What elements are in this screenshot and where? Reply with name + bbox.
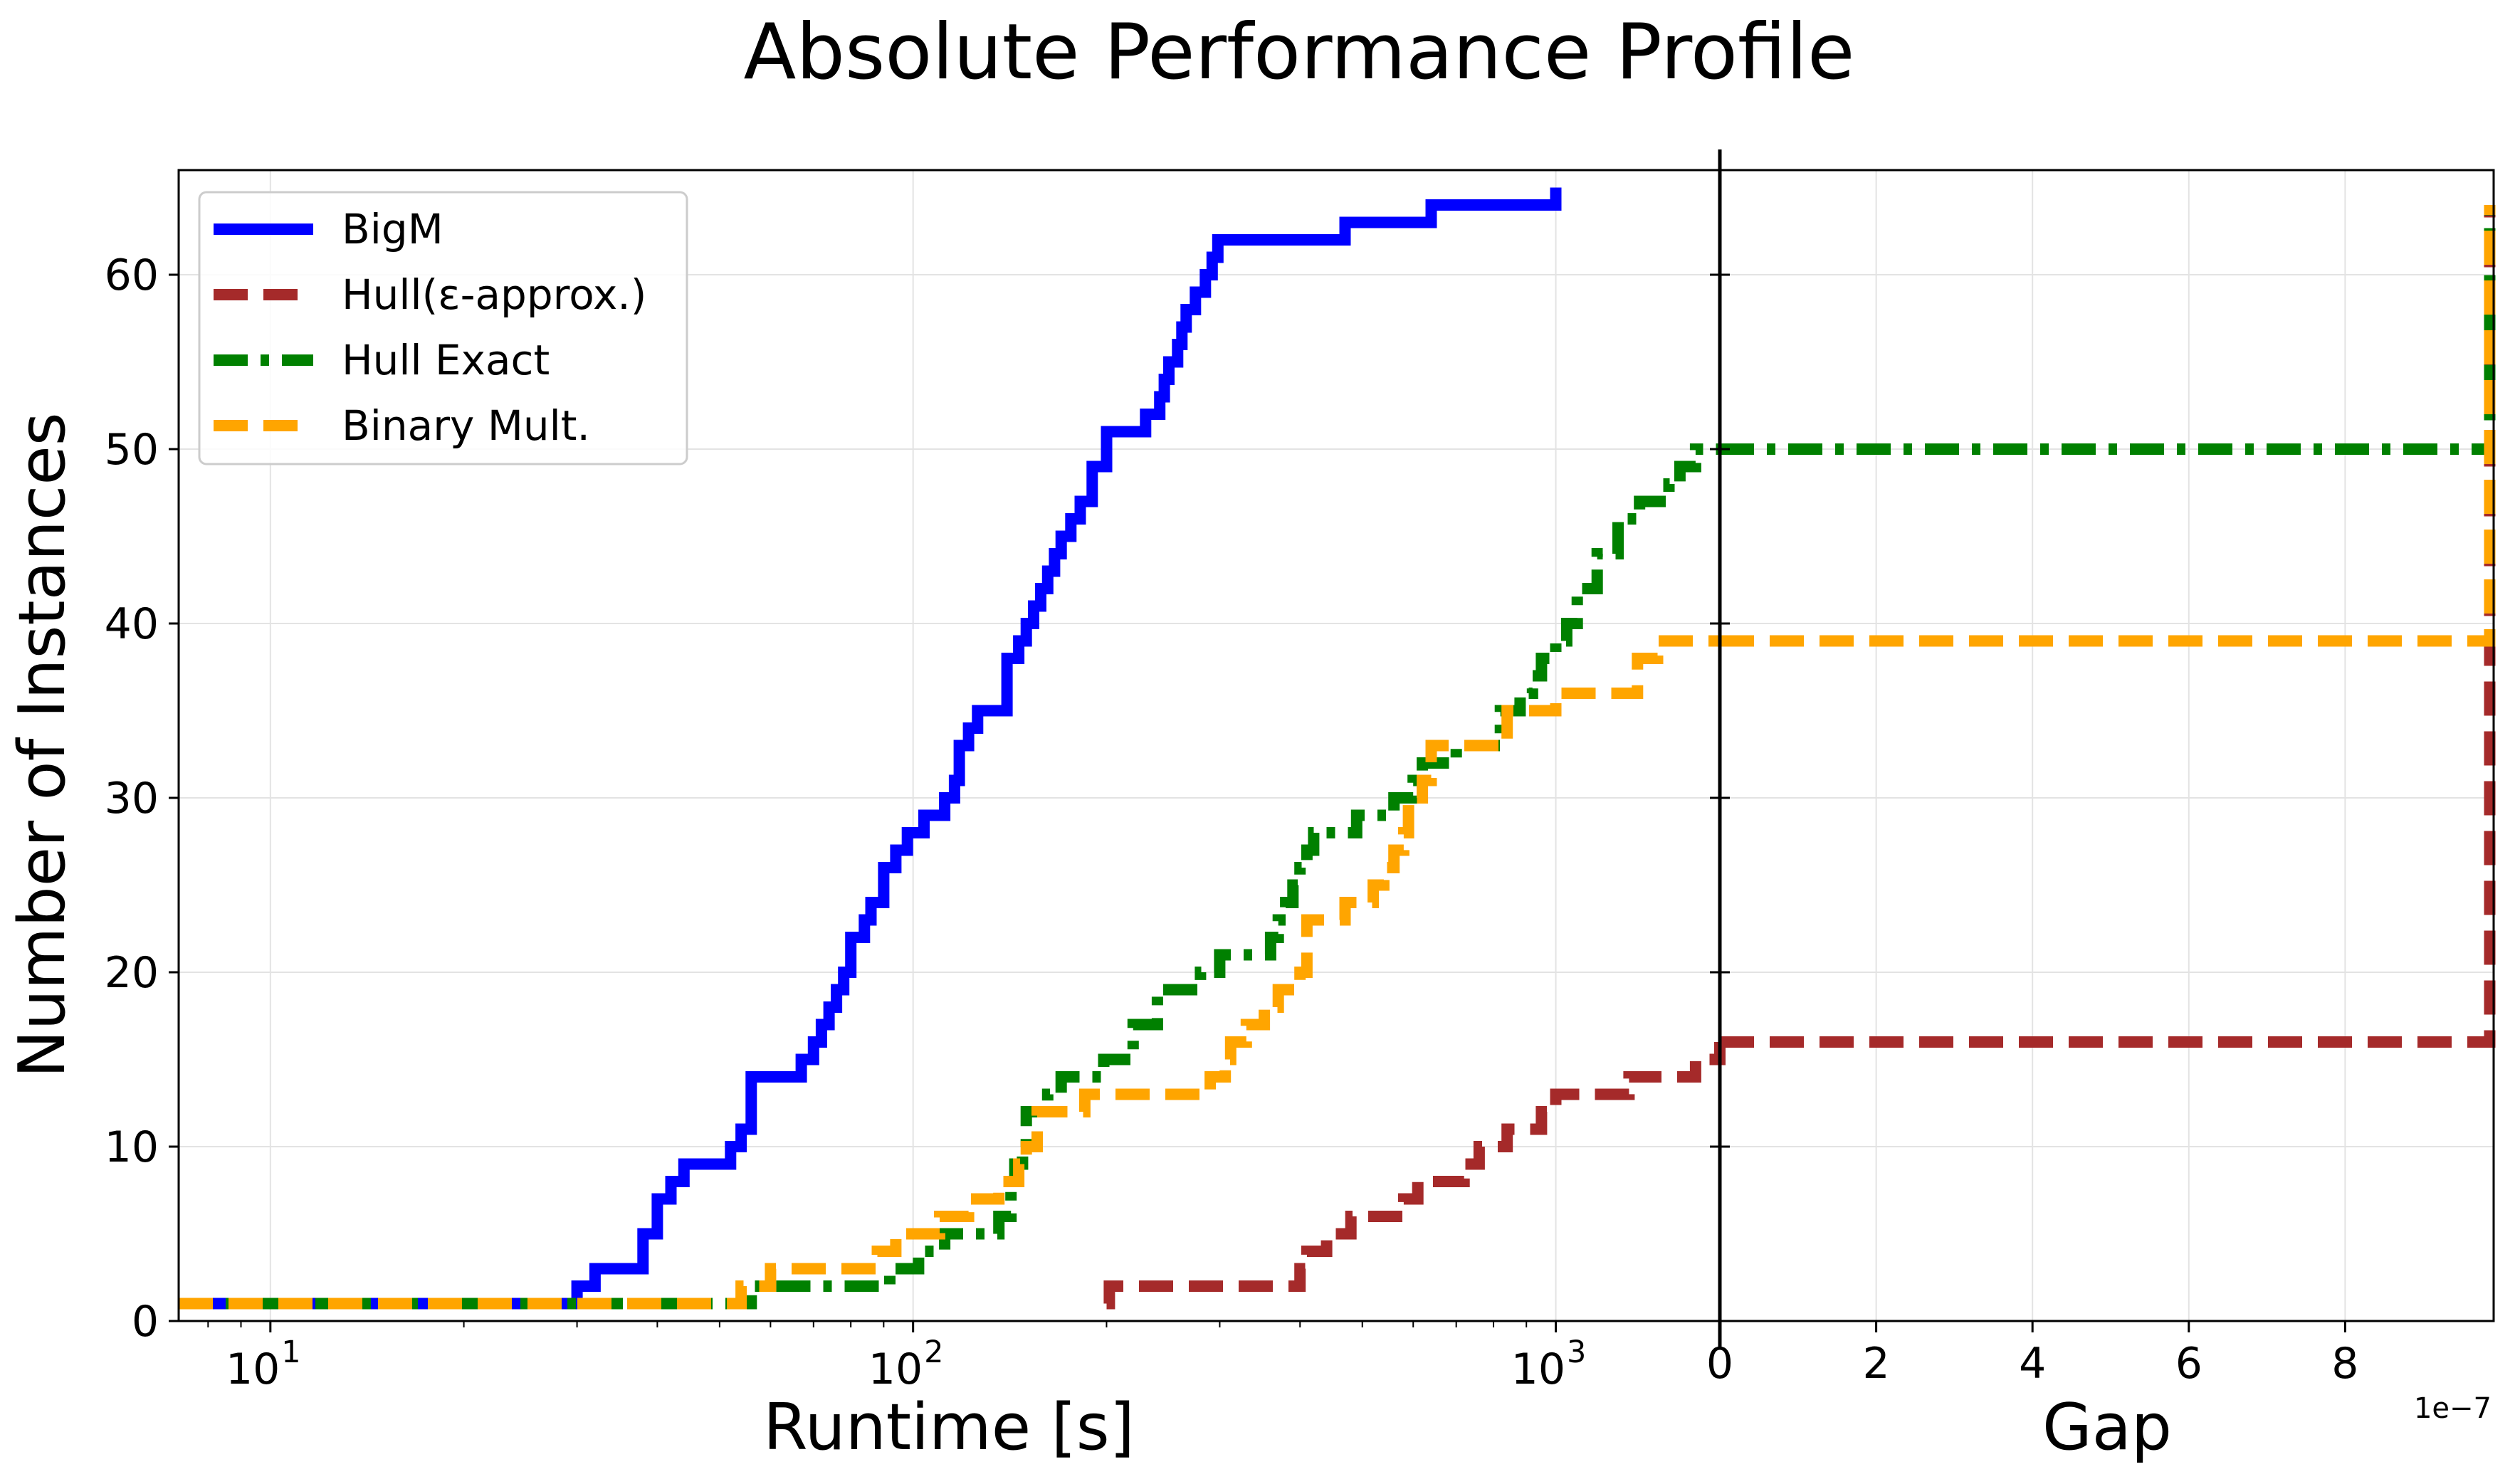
legend: BigM Hull(ε-approx.) Hull Exact Binary Mult… bbox=[198, 191, 688, 465]
y-tick-label: 40 bbox=[105, 599, 159, 649]
y-axis-label: Number of Instances bbox=[5, 412, 80, 1078]
x-tick-label: 2 bbox=[1863, 1339, 1890, 1389]
legend-label-hull-approx: Hull(ε-approx.) bbox=[342, 270, 646, 319]
legend-label-bigm: BigM bbox=[342, 205, 443, 253]
y-tick-label: 20 bbox=[105, 948, 159, 998]
y-tick-label: 60 bbox=[105, 251, 159, 300]
series-line-binary-mult bbox=[179, 635, 1720, 1310]
gap-series bbox=[1720, 205, 2496, 1048]
y-tick-label: 10 bbox=[105, 1122, 159, 1172]
runtime-x-axis-label: Runtime [s] bbox=[763, 1390, 1135, 1465]
legend-label-hull-exact: Hull Exact bbox=[342, 336, 550, 384]
series-line-hull-exact bbox=[179, 443, 1720, 1310]
x-tick-label: 4 bbox=[2019, 1339, 2046, 1389]
runtime-series bbox=[179, 187, 1726, 1310]
series-line-hull-approx bbox=[1103, 1042, 1726, 1310]
x-tick-label: 8 bbox=[2331, 1339, 2358, 1389]
y-tick-label: 0 bbox=[132, 1297, 159, 1347]
y-tick-label: 30 bbox=[105, 774, 159, 823]
legend-label-binary-mult: Binary Mult. bbox=[342, 401, 590, 450]
gap-x-axis-label: Gap bbox=[2042, 1390, 2172, 1465]
gap-x-offset-label: 1e−7 bbox=[2414, 1392, 2492, 1425]
y-tick-label: 50 bbox=[105, 425, 159, 475]
series-line-binary-mult bbox=[1720, 205, 2496, 647]
x-tick-label: 0 bbox=[1706, 1339, 1733, 1389]
chart-title: Absolute Performance Profile bbox=[744, 8, 1855, 97]
series-line-bigm bbox=[179, 187, 1562, 1310]
x-tick-label: 6 bbox=[2175, 1339, 2202, 1389]
legend-box bbox=[198, 191, 688, 465]
